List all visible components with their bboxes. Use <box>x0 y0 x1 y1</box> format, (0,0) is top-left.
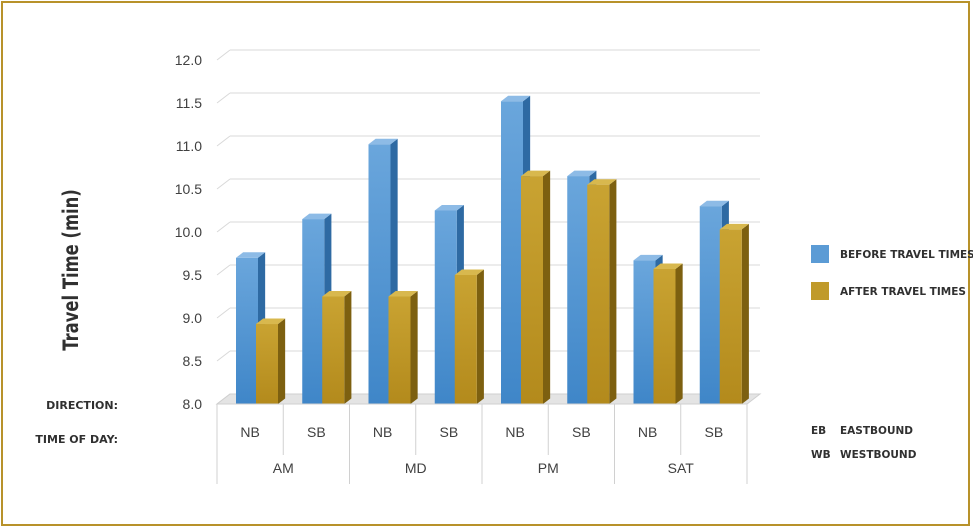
gridline-depth <box>216 264 231 276</box>
bar-front <box>302 219 325 404</box>
direction-label: SB <box>307 424 326 440</box>
bar-side <box>543 170 551 404</box>
bar-side <box>344 291 352 404</box>
gridline-depth <box>216 307 231 319</box>
bar-top <box>388 291 418 297</box>
gridline-depth <box>216 49 231 61</box>
bar-top <box>434 205 464 211</box>
time-of-day-row-label: TIME OF DAY: <box>35 433 118 446</box>
abbrev-meaning-wb: WESTBOUND <box>840 449 917 461</box>
bar-side <box>609 179 617 404</box>
y-axis: 8.0 8.5 9.0 9.5 10.0 10.5 11.0 11.5 12.0 <box>175 52 202 412</box>
gridline-depth <box>216 350 231 362</box>
time-of-day-label: MD <box>405 460 427 476</box>
bar-after <box>719 223 749 404</box>
gridline-depth <box>216 221 231 233</box>
y-tick-label: 8.0 <box>183 396 203 412</box>
bar-top <box>521 170 551 177</box>
bar-side <box>278 318 286 404</box>
direction-label: NB <box>240 424 259 440</box>
bar-front <box>567 176 590 404</box>
bar-front <box>322 296 345 404</box>
time-of-day-label: SAT <box>668 460 695 476</box>
y-axis-title: Travel Time (min) <box>60 189 83 351</box>
bar-top <box>653 263 683 269</box>
bar-front <box>368 144 391 404</box>
bar-top <box>256 318 286 325</box>
bar-front <box>633 260 656 404</box>
bar-front <box>388 296 411 404</box>
bar-front <box>587 184 610 404</box>
direction-label: NB <box>638 424 657 440</box>
bar-top <box>719 223 749 230</box>
bar-top <box>501 95 531 102</box>
y-tick-label: 11.0 <box>176 138 202 154</box>
direction-label: NB <box>373 424 392 440</box>
category-axis: NB SB NB SB NB SB NB SB AM MD PM SAT <box>216 403 748 484</box>
bar-top <box>567 170 597 177</box>
bar-after <box>388 291 418 404</box>
bar-front <box>699 206 722 404</box>
bar-side <box>410 291 418 404</box>
bar-front <box>454 275 477 404</box>
bar-top <box>322 291 352 297</box>
legend-label-after: AFTER TRAVEL TIMES <box>840 286 966 298</box>
bar-after <box>653 263 683 404</box>
bar-top <box>454 269 484 275</box>
y-tick-label: 12.0 <box>175 52 202 68</box>
legend-label-before: BEFORE TRAVEL TIMES <box>840 249 973 261</box>
direction-row-label: DIRECTION: <box>46 399 118 412</box>
bars <box>236 95 749 404</box>
bar-top <box>587 179 617 185</box>
y-tick-label: 11.5 <box>176 95 202 111</box>
y-tick-label: 8.5 <box>183 353 203 369</box>
bar-side <box>476 269 484 404</box>
bar-after <box>521 170 551 404</box>
bar-top <box>236 252 266 258</box>
abbrev-code-wb: WB <box>811 449 831 461</box>
legend-swatch-after <box>811 282 829 300</box>
y-tick-label: 10.5 <box>175 181 202 197</box>
bar-after <box>587 179 617 404</box>
bar-side <box>741 223 749 404</box>
direction-label: NB <box>505 424 524 440</box>
y-tick-label: 9.5 <box>183 267 203 283</box>
gridline-depth <box>216 92 231 104</box>
bar-top <box>302 213 332 220</box>
abbreviation-key: EB EASTBOUND WB WESTBOUND <box>811 425 917 461</box>
bar-top <box>699 200 729 207</box>
bar-front <box>501 101 523 404</box>
bar-front <box>434 210 457 404</box>
bar-after <box>256 318 286 404</box>
y-tick-label: 10.0 <box>175 224 202 240</box>
legend-swatch-before <box>811 245 829 263</box>
bar-after <box>454 269 484 404</box>
bar-front <box>521 176 543 404</box>
y-tick-label: 9.0 <box>183 310 203 326</box>
bar-after <box>322 291 352 404</box>
bar-side <box>675 263 683 404</box>
bar-front <box>236 257 258 404</box>
gridline-depth <box>216 178 231 190</box>
bar-top <box>368 138 398 145</box>
bar-front <box>719 229 742 404</box>
time-of-day-label: AM <box>273 460 294 476</box>
bar-front <box>256 324 278 404</box>
bar-front <box>653 268 676 404</box>
gridline-depth <box>216 135 231 147</box>
direction-label: SB <box>572 424 591 440</box>
direction-label: SB <box>440 424 459 440</box>
bar-top <box>633 254 663 261</box>
direction-label: SB <box>705 424 724 440</box>
abbrev-code-eb: EB <box>811 425 826 437</box>
legend: BEFORE TRAVEL TIMES AFTER TRAVEL TIMES <box>811 245 973 300</box>
abbrev-meaning-eb: EASTBOUND <box>840 425 913 437</box>
time-of-day-label: PM <box>538 460 559 476</box>
